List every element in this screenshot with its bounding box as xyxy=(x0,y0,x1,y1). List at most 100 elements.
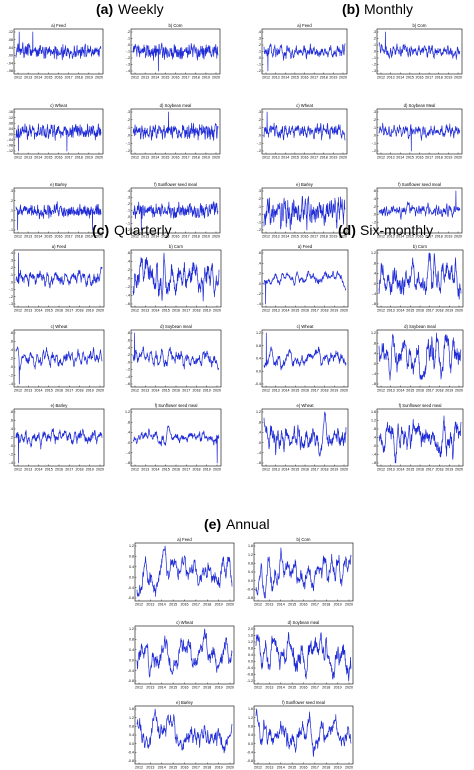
x-tick-label: 2014 xyxy=(397,309,405,313)
x-tick-label: 2016 xyxy=(416,235,424,239)
x-tick-label: 2019 xyxy=(203,468,211,472)
y-tick-label: -0.4 xyxy=(247,666,253,670)
series-line xyxy=(132,42,219,72)
y-tick-label: .4 xyxy=(373,197,376,201)
x-tick-label: 2020 xyxy=(213,389,221,393)
x-tick-label: 2017 xyxy=(426,389,434,393)
y-tick-label: 1.2 xyxy=(371,419,376,423)
y-tick-label: .2 xyxy=(127,30,130,34)
x-tick-label: 2017 xyxy=(65,309,73,313)
y-tick-label: .8 xyxy=(258,420,261,424)
y-tick-label: -.08 xyxy=(7,144,13,148)
x-tick-label: 2016 xyxy=(55,76,63,80)
series-line xyxy=(132,201,219,231)
y-tick-label: .1 xyxy=(127,126,130,130)
y-tick-label: .4 xyxy=(127,260,130,264)
x-tick-label: 2012 xyxy=(377,389,385,393)
y-tick-label: .0 xyxy=(127,215,130,219)
y-tick-label: .6 xyxy=(258,251,261,255)
x-tick-label: 2015 xyxy=(44,235,52,239)
x-tick-label: 2020 xyxy=(96,309,104,313)
y-tick-label: 1.2 xyxy=(256,331,261,335)
x-tick-label: 2020 xyxy=(95,76,103,80)
x-tick-label: 2019 xyxy=(330,309,338,313)
y-tick-label: 0.8 xyxy=(248,725,253,729)
x-tick-label: 2015 xyxy=(291,468,299,472)
y-tick-label: -.12 xyxy=(7,149,13,153)
x-tick-label: 2014 xyxy=(35,468,43,472)
x-tick-label: 2014 xyxy=(151,156,159,160)
x-tick-label: 2017 xyxy=(311,309,319,313)
series-line xyxy=(132,252,220,302)
x-tick-label: 2014 xyxy=(152,309,160,313)
x-tick-label: 2018 xyxy=(193,389,201,393)
x-tick-label: 2012 xyxy=(135,686,143,690)
y-tick-label: .0 xyxy=(258,441,261,445)
y-tick-label: 0.4 xyxy=(129,565,134,569)
x-tick-label: 2016 xyxy=(172,235,180,239)
x-tick-label: 2019 xyxy=(330,389,338,393)
x-tick-label: 2013 xyxy=(24,468,32,472)
x-tick-label: 2015 xyxy=(169,603,177,607)
series-line xyxy=(378,252,462,300)
x-tick-label: 2013 xyxy=(24,309,32,313)
y-tick-label: .6 xyxy=(373,189,376,193)
y-tick-label: .3 xyxy=(127,196,130,200)
x-tick-label: 2019 xyxy=(445,468,453,472)
x-tick-label: 2016 xyxy=(181,766,189,770)
x-tick-label: 2016 xyxy=(300,766,308,770)
x-tick-label: 2018 xyxy=(320,76,328,80)
x-tick-label: 2020 xyxy=(339,156,347,160)
y-tick-label: -0.4 xyxy=(128,586,134,590)
series-line xyxy=(263,43,346,72)
series-line xyxy=(378,190,461,220)
y-tick-label: 1.6 xyxy=(248,634,253,638)
y-tick-label: -.4 xyxy=(9,382,13,386)
y-tick-label: .4 xyxy=(10,427,13,431)
y-tick-label: .08 xyxy=(8,38,13,42)
x-tick-label: 2013 xyxy=(387,389,395,393)
group-monthly-letter: (b) xyxy=(342,1,360,17)
x-tick-label: 2016 xyxy=(172,389,180,393)
x-tick-label: 2015 xyxy=(161,156,169,160)
plot-frame xyxy=(130,249,222,308)
y-tick-label: .2 xyxy=(127,118,130,122)
y-tick-label: .0 xyxy=(373,213,376,217)
x-tick-label: 2013 xyxy=(141,76,149,80)
series-line xyxy=(263,332,347,371)
panel-title: c) Wheat xyxy=(51,324,69,329)
y-tick-label: .8 xyxy=(10,331,13,335)
x-tick-label: 2012 xyxy=(262,309,270,313)
y-tick-label: 1.2 xyxy=(371,251,376,255)
x-tick-label: 2015 xyxy=(288,686,296,690)
y-tick-label: .04 xyxy=(8,127,13,131)
group-monthly-label: Monthly xyxy=(364,1,413,17)
y-tick-label: .0 xyxy=(10,280,13,284)
plot-frame xyxy=(13,329,105,388)
y-tick-label: .2 xyxy=(258,197,261,201)
y-tick-label: .2 xyxy=(258,118,261,122)
chart-panel: f) Sunflower seed meal 1.6 1.2 0.8 0.4 0.0 -0.… xyxy=(247,700,354,770)
y-tick-label: -.2 xyxy=(372,63,376,67)
series-line xyxy=(132,111,219,141)
panel-title: a) Feed xyxy=(52,244,67,249)
x-tick-label: 2019 xyxy=(215,603,223,607)
panel-title: f) Sunflower seed meal xyxy=(398,182,441,187)
x-tick-label: 2014 xyxy=(151,76,159,80)
x-tick-label: 2020 xyxy=(213,309,221,313)
x-tick-label: 2020 xyxy=(96,389,104,393)
chart-panel: d) Soybean meal 2.0 1.6 1.2 0.8 0.4 0.0 -0.4 -0.… xyxy=(247,620,354,690)
y-tick-label: -.2 xyxy=(9,374,13,378)
x-tick-label: 2012 xyxy=(262,235,270,239)
x-tick-label: 2020 xyxy=(95,156,103,160)
y-tick-label: .04 xyxy=(8,46,13,50)
panel-title: e) Barley xyxy=(51,403,69,408)
y-tick-label: -.3 xyxy=(126,63,130,67)
y-tick-label: -.1 xyxy=(126,141,130,145)
series-line xyxy=(15,201,102,231)
x-tick-label: 2017 xyxy=(65,468,73,472)
panel-title: e) Barley xyxy=(176,700,194,705)
